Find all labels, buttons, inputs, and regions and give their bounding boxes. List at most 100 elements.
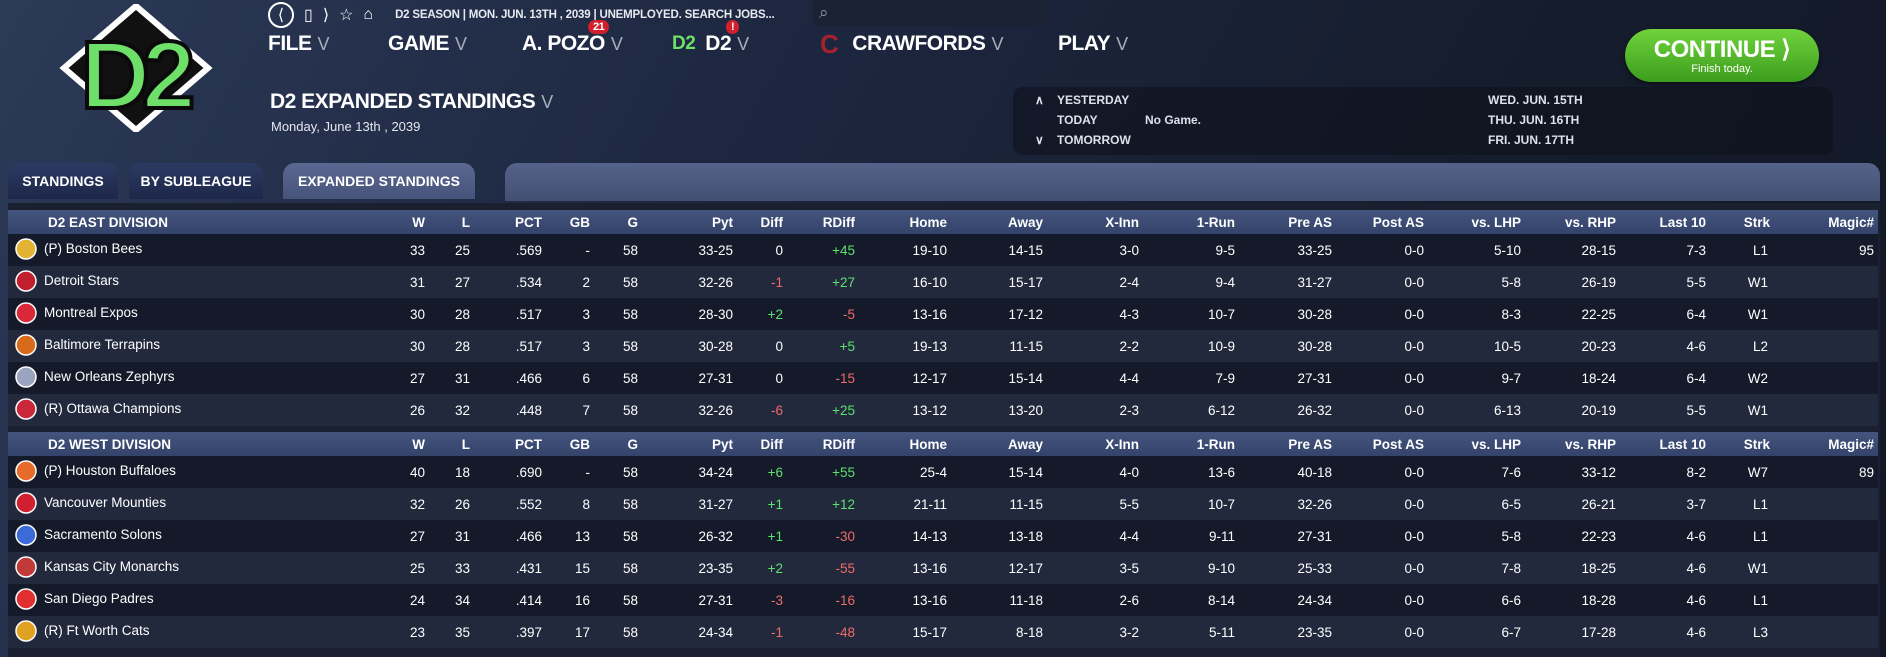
table-row[interactable]: (P) Boston Bees 33 25.569-58 33-25 0 +45 19-10… xyxy=(8,234,1878,266)
column-header[interactable]: X-Inn xyxy=(1043,210,1139,234)
table-row[interactable]: Sacramento Solons 27 31.466 13 58 26-32 +1 -30 1… xyxy=(8,520,1878,552)
page-icon[interactable]: ▯ xyxy=(304,7,313,24)
cell-home: 21-11 xyxy=(855,488,947,520)
team-link[interactable]: Detroit Stars xyxy=(14,269,119,293)
menu-play[interactable]: PLAY V xyxy=(1058,32,1128,56)
yesterday-label[interactable]: YESTERDAY xyxy=(1057,93,1130,107)
cell-gb: 3 xyxy=(542,330,590,362)
search-icon: ⌕ xyxy=(819,3,829,22)
cell-away: 11-15 xyxy=(947,330,1043,362)
cell-pyt: 33-25 xyxy=(638,234,733,266)
column-header[interactable]: vs. LHP xyxy=(1424,432,1521,456)
table-row[interactable]: Detroit Stars 31 27.534 2 58 32-26 -1 +27 16-10 1… xyxy=(8,266,1878,298)
team-link[interactable]: Sacramento Solons xyxy=(14,523,162,547)
column-header[interactable]: vs. RHP xyxy=(1521,432,1616,456)
column-header[interactable]: GB xyxy=(542,210,590,234)
column-header[interactable]: GB xyxy=(542,432,590,456)
column-header[interactable]: Pyt xyxy=(638,210,733,234)
tab-standings[interactable]: STANDINGS xyxy=(8,163,118,199)
column-header[interactable]: L xyxy=(425,210,470,234)
star-icon[interactable]: ☆ xyxy=(339,7,354,24)
home-icon[interactable]: ⌂ xyxy=(363,6,374,23)
team-name: Kansas City Monarchs xyxy=(44,559,180,574)
column-header[interactable]: vs. LHP xyxy=(1424,210,1521,234)
column-header[interactable]: W xyxy=(390,210,425,234)
team-link[interactable]: San Diego Padres xyxy=(14,587,154,611)
division-name[interactable]: D2 WEST DIVISION xyxy=(8,432,390,456)
menu-league[interactable]: D2 D2! V xyxy=(672,20,749,56)
table-row[interactable]: San Diego Padres 24 34.414 16 58 27-31 -3 -16 13… xyxy=(8,584,1878,616)
column-header[interactable]: Diff xyxy=(733,210,783,234)
search-input[interactable]: ⌕ xyxy=(813,0,1047,26)
menu-file[interactable]: FILE V xyxy=(268,32,329,56)
cell-last-10: 4-6 xyxy=(1616,616,1706,648)
column-header[interactable]: X-Inn xyxy=(1043,432,1139,456)
column-header[interactable]: 1-Run xyxy=(1139,210,1235,234)
menu-game[interactable]: GAME V xyxy=(388,32,467,56)
column-header[interactable]: Pre AS xyxy=(1235,432,1332,456)
cell-diff: -6 xyxy=(733,394,783,426)
team-link[interactable]: Montreal Expos xyxy=(14,301,138,325)
cell-vs-lhp: 6-7 xyxy=(1424,616,1521,648)
team-link[interactable]: Baltimore Terrapins xyxy=(14,333,160,357)
menu-team[interactable]: C CRAWFORDS V xyxy=(820,29,1003,60)
column-header[interactable]: Strk xyxy=(1706,432,1782,456)
team-link[interactable]: (R) Ft Worth Cats xyxy=(14,619,150,643)
page-title-text: D2 EXPANDED STANDINGS xyxy=(270,90,536,113)
tab-by-subleague[interactable]: BY SUBLEAGUE xyxy=(129,163,263,199)
table-row[interactable]: Kansas City Monarchs 25 33.431 15 58 23-35 +2-… xyxy=(8,552,1878,584)
column-header[interactable]: vs. RHP xyxy=(1521,210,1616,234)
team-link[interactable]: Kansas City Monarchs xyxy=(14,555,179,579)
column-header[interactable]: L xyxy=(425,432,470,456)
column-header[interactable]: Home xyxy=(855,210,947,234)
column-header[interactable]: Post AS xyxy=(1332,210,1424,234)
today-game: No Game. xyxy=(1145,113,1202,127)
table-row[interactable]: New Orleans Zephyrs 27 31.466 6 58 27-31 0 -15 1… xyxy=(8,362,1878,394)
column-header[interactable]: 1-Run xyxy=(1139,432,1235,456)
column-header[interactable]: PCT xyxy=(470,210,542,234)
continue-button[interactable]: CONTINUE ⟩ Finish today. xyxy=(1625,29,1819,82)
column-header[interactable]: Away xyxy=(947,432,1043,456)
column-header[interactable]: Pyt xyxy=(638,432,733,456)
column-header[interactable]: Diff xyxy=(733,432,783,456)
team-link[interactable]: Vancouver Mounties xyxy=(14,491,166,515)
down-arrow-icon[interactable]: ∨ xyxy=(1035,133,1044,147)
team-link[interactable]: (P) Boston Bees xyxy=(14,237,142,261)
column-header[interactable]: Post AS xyxy=(1332,432,1424,456)
column-header[interactable]: Home xyxy=(855,432,947,456)
today-label[interactable]: TODAY xyxy=(1057,113,1098,127)
column-header[interactable]: W xyxy=(390,432,425,456)
team-link[interactable]: New Orleans Zephyrs xyxy=(14,365,175,389)
table-row[interactable]: Baltimore Terrapins 30 28.517 3 58 30-28 0 +5 19… xyxy=(8,330,1878,362)
tomorrow-label[interactable]: TOMORROW xyxy=(1057,133,1131,147)
column-header[interactable]: Magic# xyxy=(1782,432,1878,456)
column-header[interactable]: RDiff xyxy=(783,210,855,234)
forward-icon[interactable]: ⟩ xyxy=(322,7,330,24)
breadcrumb[interactable]: D2 SEASON | MON. JUN. 13TH , 2039 | UNEM… xyxy=(395,9,775,21)
column-header[interactable]: Pre AS xyxy=(1235,210,1332,234)
column-header[interactable]: Last 10 xyxy=(1616,210,1706,234)
menu-manager[interactable]: A. POZO 21 V xyxy=(522,20,623,56)
table-row[interactable]: Vancouver Mounties 32 26.552 8 58 31-27 +1 +12 2… xyxy=(8,488,1878,520)
column-header[interactable]: Away xyxy=(947,210,1043,234)
table-row[interactable]: (R) Ft Worth Cats 23 35.397 17 58 24-34 -1 -48 1… xyxy=(8,616,1878,648)
column-header[interactable]: Last 10 xyxy=(1616,432,1706,456)
team-link[interactable]: (P) Houston Buffaloes xyxy=(14,459,176,483)
cell-w: 24 xyxy=(390,584,425,616)
up-arrow-icon[interactable]: ∧ xyxy=(1035,93,1044,107)
column-header[interactable]: G xyxy=(590,432,638,456)
table-row[interactable]: (P) Houston Buffaloes 40 18.690-58 34-24 +6 +… xyxy=(8,456,1878,488)
tab-expanded-standings[interactable]: EXPANDED STANDINGS xyxy=(283,163,475,199)
column-header[interactable]: PCT xyxy=(470,432,542,456)
division-name[interactable]: D2 EAST DIVISION xyxy=(8,210,390,234)
page-title[interactable]: D2 EXPANDED STANDINGS V xyxy=(270,90,553,114)
table-row[interactable]: (R) Ottawa Champions 26 32.448 7 58 32-26 -6 +2… xyxy=(8,394,1878,426)
column-header[interactable]: Strk xyxy=(1706,210,1782,234)
back-icon[interactable]: ⟨ xyxy=(268,2,294,28)
team-link[interactable]: (R) Ottawa Champions xyxy=(14,397,181,421)
cell-strk: W1 xyxy=(1706,552,1782,584)
table-row[interactable]: Montreal Expos 30 28.517 3 58 28-30 +2 -5 13-16 1… xyxy=(8,298,1878,330)
column-header[interactable]: G xyxy=(590,210,638,234)
column-header[interactable]: RDiff xyxy=(783,432,855,456)
column-header[interactable]: Magic# xyxy=(1782,210,1878,234)
